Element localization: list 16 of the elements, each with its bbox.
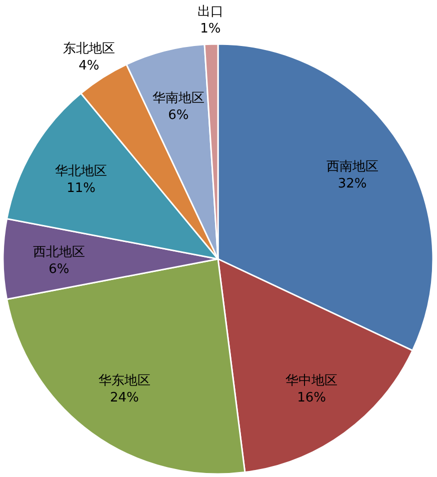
slice-label: 西北地区 [32, 245, 85, 260]
data-label: 4% [78, 58, 100, 74]
data-label: 6% [48, 262, 70, 277]
slice-label: 华东地区 [98, 374, 150, 389]
slice-label: 西南地区 [326, 160, 378, 175]
data-label: 6% [168, 108, 189, 123]
data-label: 32% [338, 176, 367, 192]
slice-label: 华南地区 [152, 90, 204, 106]
data-label: 24% [110, 390, 139, 406]
slice-label: 出口 [197, 4, 224, 20]
slice-label: 华中地区 [286, 374, 338, 389]
slice-label: 华北地区 [55, 164, 108, 180]
data-label: 16% [297, 390, 326, 406]
data-label: 11% [66, 181, 96, 196]
slice-label: 东北地区 [62, 42, 115, 57]
data-label: 1% [200, 21, 221, 36]
